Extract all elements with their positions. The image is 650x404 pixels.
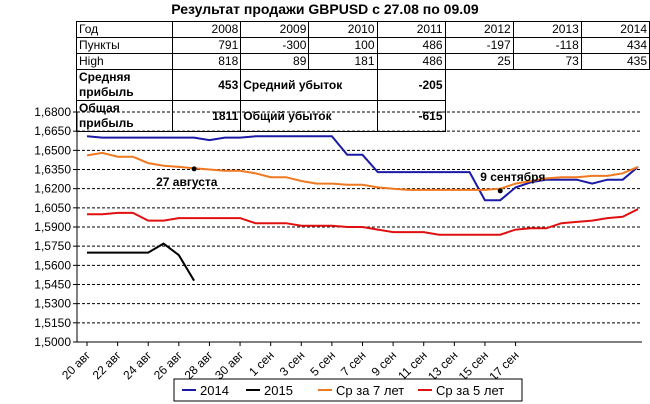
x-tick-label: 30 авг [212, 348, 246, 382]
table-cell: 181 [308, 53, 378, 70]
y-tick-label: 1,6350 [34, 163, 71, 177]
avg-loss-value: -205 [376, 69, 446, 101]
series-line-1 [87, 242, 195, 282]
y-tick-label: 1,5450 [34, 278, 71, 292]
y-tick-label: 1,5000 [34, 335, 71, 349]
x-tick-label: 5 сен [307, 348, 338, 379]
series-line-3 [87, 208, 639, 236]
table-cell: 25 [444, 53, 514, 70]
gridlines [77, 111, 642, 324]
x-tick-label: 26 авг [151, 348, 185, 382]
annotations: 27 августа 9 сентября [156, 166, 545, 194]
table-row-high: High 818 89 181 486 25 73 435 [75, 53, 650, 70]
annotation-marker [497, 188, 503, 194]
header-2008: 2008 [172, 21, 242, 38]
series-lines [86, 135, 639, 282]
legend: 2014 2015 Ср за 7 лет Ср за 5 лет [173, 378, 523, 402]
avg-profit-label: Средняя прибыль [75, 69, 174, 101]
y-tick-label: 1,5300 [34, 297, 71, 311]
stats-table: Год 2008 2009 2010 2011 2012 2013 2014 П… [75, 21, 650, 132]
y-tick-label: 1,6800 [34, 105, 71, 119]
legend-label: Ср за 5 лет [436, 383, 504, 398]
x-tick-label: 7 сен [338, 348, 369, 379]
total-profit-value: 1811 [172, 100, 242, 132]
avg-loss-label: Средний убыток [240, 69, 378, 101]
y-tick-label: 1,6500 [34, 143, 71, 157]
series-line-2 [86, 151, 639, 191]
annotation-label: 9 сентября [480, 170, 545, 184]
x-tick-label: 28 авг [182, 348, 216, 382]
y-tick-label: 1,6200 [34, 182, 71, 196]
row-label: Пункты [75, 37, 174, 54]
header-2014: 2014 [580, 21, 650, 38]
header-2012: 2012 [444, 21, 514, 38]
x-tick-label: 22 авг [90, 348, 124, 382]
table-header-row: Год 2008 2009 2010 2011 2012 2013 2014 [75, 21, 650, 38]
x-tick-label: 9 сен [369, 348, 400, 379]
avg-profit-value: 453 [172, 69, 242, 101]
x-tick-label: 1 сен [246, 348, 277, 379]
y-tick-label: 1,5750 [34, 239, 71, 253]
chart-title: Результат продажи GBPUSD с 27.08 по 09.0… [171, 1, 479, 17]
y-axis: 1,5000 1,5150 1,5300 1,5450 1,5600 1,5750 1,59… [34, 105, 78, 349]
x-tick-label: 11 сен [395, 348, 430, 383]
y-tick-label: 1,5150 [34, 316, 71, 330]
total-loss-value: -615 [376, 100, 446, 132]
y-tick-label: 1,5900 [34, 220, 71, 234]
annotation-label: 27 августа [156, 175, 218, 189]
x-tick-label: 24 авг [120, 348, 154, 382]
legend-label: 2014 [200, 383, 229, 398]
y-tick-label: 1,6650 [34, 124, 71, 138]
table-cell: 73 [512, 53, 582, 70]
y-tick-label: 1,6050 [34, 201, 71, 215]
y-tick-label: 1,5600 [34, 258, 71, 272]
legend-label: 2015 [264, 383, 293, 398]
legend-label: Ср за 7 лет [336, 383, 404, 398]
table-row-total: Общая прибыль 1811 Общий убыток -615 [75, 100, 650, 132]
table-row-avg: Средняя прибыль 453 Средний убыток -205 [75, 69, 650, 101]
x-tick-label: 15 сен [456, 348, 491, 383]
x-tick-label: 17 сен [486, 348, 521, 383]
x-tick-label: 13 сен [425, 348, 460, 383]
legend-box [173, 378, 523, 402]
table-row-points: Пункты 791 -300 100 486 -197 -118 434 [75, 37, 650, 54]
x-tick-label: 20 авг [59, 348, 93, 382]
x-tick-label: 3 сен [277, 348, 308, 379]
annotation-marker [191, 166, 197, 172]
table-cell: 435 [580, 53, 650, 70]
table-cell: -118 [512, 37, 582, 54]
series-line-0 [86, 135, 639, 202]
total-profit-label: Общая прибыль [75, 100, 174, 132]
